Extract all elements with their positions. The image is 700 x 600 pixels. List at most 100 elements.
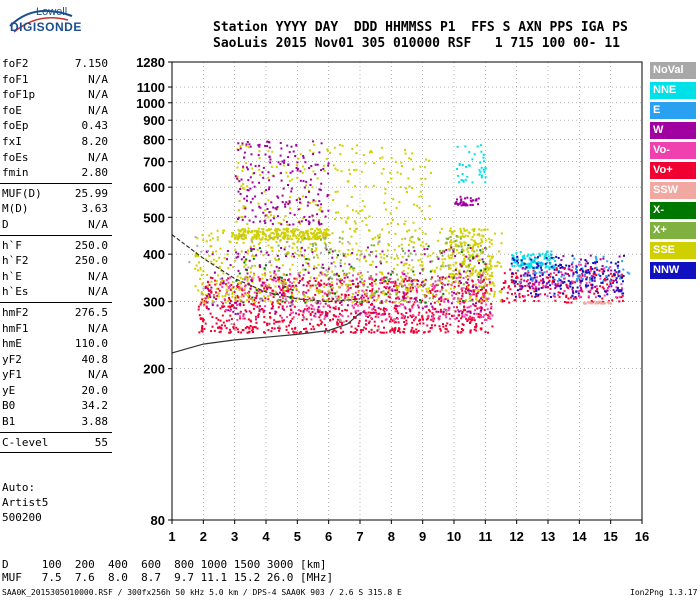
echo-point [425, 311, 428, 314]
echo-point [528, 286, 531, 289]
echo-point [401, 271, 404, 274]
echo-point [232, 310, 235, 313]
echo-point [297, 290, 300, 293]
echo-point [479, 171, 482, 174]
echo-point [254, 215, 257, 218]
echo-point [448, 257, 451, 259]
echo-point [233, 323, 236, 326]
echo-point [480, 150, 483, 153]
echo-point [320, 142, 323, 145]
echo-point [386, 249, 389, 252]
legend-item-xplus: X+ [650, 222, 696, 239]
echo-point [334, 218, 336, 221]
echo-point [270, 201, 273, 204]
echo-point [451, 230, 454, 233]
echo-point [320, 169, 323, 172]
echo-point [445, 237, 448, 240]
echo-point [410, 329, 413, 332]
echo-point [400, 283, 403, 286]
echo-point [204, 285, 207, 288]
echo-point [303, 328, 305, 330]
echo-point [472, 246, 474, 249]
echo-point [403, 223, 406, 225]
echo-point [302, 293, 305, 296]
echo-point [318, 151, 321, 154]
echo-point [440, 252, 443, 254]
echo-point [455, 261, 458, 264]
echo-point [529, 287, 532, 290]
echo-point [609, 283, 612, 286]
echo-point [537, 266, 540, 269]
echo-point [305, 284, 308, 287]
echo-point [525, 280, 528, 283]
echo-point [398, 245, 401, 248]
x-tick-label: 7 [356, 529, 363, 544]
echo-point [418, 227, 421, 230]
echo-point [271, 305, 274, 308]
echo-point [404, 307, 407, 310]
echo-point [411, 305, 414, 308]
echo-point [463, 301, 466, 304]
echo-point [463, 315, 466, 318]
echo-point [287, 251, 290, 254]
param-value: 276.5 [74, 305, 108, 319]
echo-point [302, 309, 305, 312]
echo-point [404, 152, 407, 155]
echo-point [448, 283, 451, 286]
echo-point [277, 280, 280, 283]
echo-point [235, 236, 238, 239]
echo-point [341, 230, 344, 233]
echo-point [234, 328, 237, 331]
echo-point [228, 298, 231, 301]
echo-point [314, 280, 317, 282]
echo-point [228, 240, 231, 243]
echo-point [308, 310, 311, 313]
echo-point [273, 276, 275, 279]
echo-point [309, 276, 312, 279]
echo-point [288, 223, 291, 226]
logo-line2: DIGISONDE [10, 20, 82, 34]
echo-point [439, 329, 442, 332]
echo-point [194, 267, 197, 270]
echo-point [563, 290, 566, 293]
echo-point [409, 277, 412, 280]
echo-point [368, 151, 371, 154]
echo-point [322, 164, 325, 167]
echo-point [558, 296, 561, 299]
echo-point [477, 243, 480, 246]
echo-point [523, 279, 526, 282]
echo-point [475, 242, 478, 245]
echo-point [588, 291, 591, 294]
echo-point [477, 245, 480, 248]
echo-point [408, 300, 411, 303]
echo-point [262, 254, 265, 257]
echo-point [265, 189, 268, 192]
echo-point [475, 324, 478, 327]
echo-point [273, 327, 276, 330]
echo-point [290, 190, 293, 193]
echo-point [268, 235, 271, 238]
echo-point [571, 261, 574, 264]
echo-point [284, 215, 287, 218]
echo-point [528, 264, 531, 267]
echo-point [212, 251, 214, 253]
echo-point [556, 280, 559, 283]
echo-point [284, 205, 287, 208]
autoscaling-info: Auto: Artist5 500200 [2, 480, 48, 525]
echo-point [559, 279, 562, 282]
echo-point [317, 236, 319, 239]
echo-point [444, 314, 447, 317]
echo-point [475, 269, 477, 272]
echo-point [276, 215, 279, 218]
echo-point [544, 262, 547, 265]
echo-point [299, 250, 302, 253]
echo-point [257, 276, 260, 278]
echo-point [304, 295, 307, 298]
echo-point [404, 299, 407, 302]
echo-point [241, 216, 244, 219]
echo-point [291, 327, 294, 330]
echo-point [366, 299, 369, 302]
echo-point [227, 300, 230, 302]
echo-point [311, 242, 314, 245]
echo-point [302, 284, 305, 287]
